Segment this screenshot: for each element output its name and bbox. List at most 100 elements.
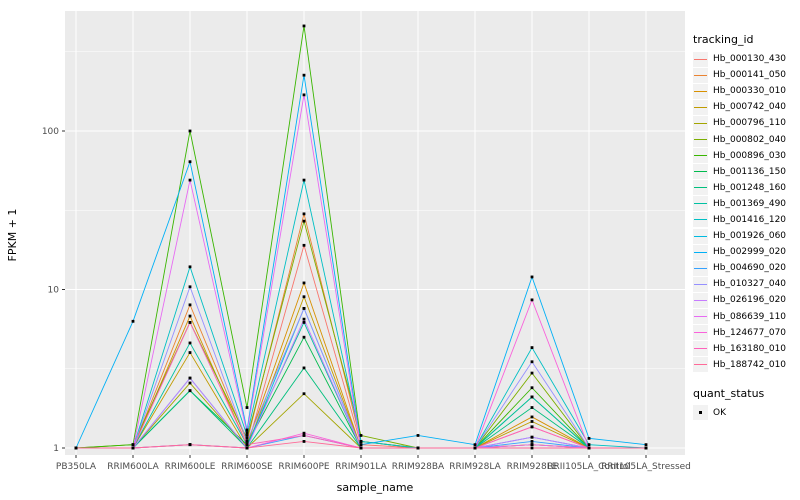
- legend-item: Hb_000742_040: [693, 99, 799, 115]
- legend-item: Hb_086639_110: [693, 309, 799, 325]
- legend-item: Hb_000141_050: [693, 67, 799, 83]
- series-color-line-icon: [694, 139, 707, 141]
- series-color-line-icon: [694, 332, 707, 334]
- legend-item: Hb_001369_490: [693, 196, 799, 212]
- legend-item: Hb_000330_010: [693, 83, 799, 99]
- legend-key-swatch: [693, 212, 708, 228]
- x-tick-label: RRIM901LA: [335, 462, 387, 472]
- data-point: [587, 443, 591, 447]
- legend-key-swatch: [693, 276, 708, 292]
- data-point: [245, 443, 249, 447]
- legend-key-swatch: [693, 115, 708, 131]
- legend-item: Hb_026196_020: [693, 292, 799, 308]
- legend-item-label: Hb_000130_430: [713, 54, 787, 65]
- series-color-line-icon: [694, 251, 707, 253]
- data-point: [302, 317, 306, 321]
- legend-key-swatch: [693, 309, 708, 325]
- data-point: [530, 395, 534, 399]
- data-point: [302, 93, 306, 97]
- data-point: [530, 435, 534, 439]
- data-point: [530, 425, 534, 429]
- legend-key-swatch: [693, 196, 708, 212]
- legend-item-label: Hb_002999_020: [713, 247, 787, 258]
- legend-item-label: Hb_124677_070: [713, 327, 787, 338]
- data-point: [188, 314, 192, 318]
- series-color-line-icon: [694, 106, 707, 108]
- data-point: [530, 371, 534, 375]
- data-point: [245, 440, 249, 443]
- legend-item-label: OK: [713, 407, 726, 418]
- legend-item: Hb_002999_020: [693, 244, 799, 260]
- legend-item: Hb_163180_010: [693, 341, 799, 357]
- panel-background: [65, 11, 685, 455]
- data-point: [359, 443, 363, 447]
- data-point: [302, 243, 306, 247]
- data-point: [530, 443, 534, 447]
- data-point: [188, 178, 192, 182]
- series-color-line-icon: [694, 203, 707, 205]
- series-color-line-icon: [694, 316, 707, 318]
- x-tick-label: RRIM600LA: [107, 462, 159, 472]
- legend-key-swatch: [693, 99, 708, 115]
- data-point: [302, 306, 306, 310]
- data-point: [131, 446, 135, 450]
- x-tick-label: RRIM600PE: [278, 462, 330, 472]
- y-tick-label: 10: [48, 286, 60, 296]
- data-point: [302, 440, 306, 443]
- y-tick-label: 1: [53, 444, 59, 454]
- legend: tracking_id Hb_000130_430 Hb_000141_050 Hb…: [693, 33, 799, 421]
- data-point: [302, 295, 306, 299]
- series-color-line-icon: [694, 299, 707, 301]
- legend-item: Hb_188742_010: [693, 357, 799, 373]
- y-tick-label: 100: [42, 127, 59, 137]
- data-point: [473, 443, 477, 447]
- legend-item: Hb_010327_040: [693, 276, 799, 292]
- data-point: [188, 303, 192, 307]
- legend-item: Hb_001248_160: [693, 180, 799, 196]
- legend-item-label: Hb_188742_010: [713, 359, 787, 370]
- series-color-line-icon: [694, 90, 707, 92]
- data-point: [245, 406, 249, 409]
- legend-key-swatch: [693, 341, 708, 357]
- series-color-line-icon: [694, 283, 707, 285]
- data-point: [188, 285, 192, 289]
- data-point: [302, 366, 306, 370]
- data-point: [587, 446, 591, 450]
- data-point: [416, 434, 420, 437]
- legend-item: Hb_004690_020: [693, 260, 799, 276]
- legend-title-tracking-id: tracking_id: [693, 33, 754, 46]
- legend-item-label: Hb_001926_060: [713, 231, 787, 242]
- data-point: [131, 443, 135, 447]
- legend-key-swatch: [693, 164, 708, 180]
- data-point: [359, 440, 363, 443]
- legend-key-swatch: [693, 292, 708, 308]
- quant-ok-key: [693, 405, 708, 421]
- data-point: [245, 446, 249, 450]
- data-point: [302, 434, 306, 437]
- data-point: [530, 415, 534, 419]
- point-marker-icon: [699, 411, 702, 415]
- series-color-line-icon: [694, 155, 707, 157]
- data-point: [188, 389, 192, 393]
- series-color-line-icon: [694, 187, 707, 189]
- data-point: [302, 212, 306, 216]
- legend-item-label: Hb_000896_030: [713, 150, 787, 161]
- x-tick-label: RRIM600SE: [221, 462, 273, 472]
- legend-key-swatch: [693, 260, 708, 276]
- data-point: [530, 275, 534, 279]
- x-tick-label: RRIM600LE: [165, 462, 216, 472]
- series-color-line-icon: [694, 171, 707, 173]
- data-point: [530, 406, 534, 409]
- data-point: [188, 443, 192, 447]
- legend-item-label: Hb_000141_050: [713, 70, 787, 81]
- legend-key-swatch: [693, 51, 708, 67]
- series-color-line-icon: [694, 122, 707, 124]
- data-point: [131, 319, 135, 323]
- legend-key-swatch: [693, 132, 708, 148]
- legend-item: Hb_000130_430: [693, 51, 799, 67]
- legend-item-label: Hb_026196_020: [713, 295, 787, 306]
- data-point: [74, 446, 78, 450]
- data-point: [302, 73, 306, 77]
- data-point: [302, 24, 306, 28]
- data-point: [302, 392, 306, 396]
